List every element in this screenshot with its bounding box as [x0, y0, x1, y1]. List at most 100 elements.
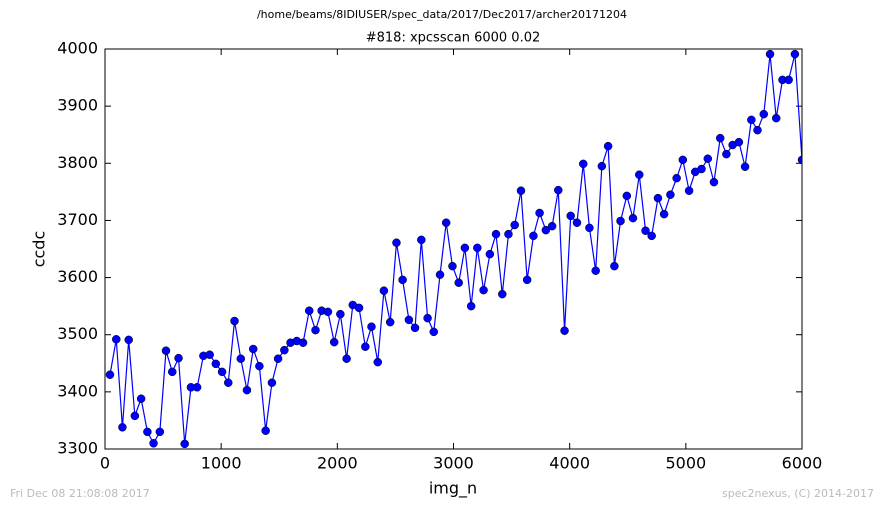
data-point: [398, 275, 407, 285]
data-point: [747, 115, 756, 125]
data-point: [273, 354, 283, 363]
data-point: [336, 309, 345, 319]
data-point: [149, 439, 158, 448]
data-point: [591, 266, 600, 275]
data-point: [672, 173, 681, 183]
data-point: [622, 191, 632, 201]
data-point: [771, 113, 781, 123]
x-tick-label: 5000: [665, 454, 706, 473]
data-point: [168, 367, 177, 377]
data-point: [641, 226, 650, 235]
data-point: [280, 345, 289, 355]
data-point: [136, 394, 146, 403]
data-point: [703, 154, 713, 163]
data-point: [417, 235, 426, 245]
chart-title: /home/beams/8IDIUSER/spec_data/2017/Dec2…: [257, 8, 627, 21]
data-point: [217, 367, 227, 377]
data-point: [361, 342, 370, 351]
data-point: [304, 306, 314, 315]
data-point: [734, 137, 744, 147]
data-point: [379, 286, 389, 295]
x-tick-label: 1000: [201, 454, 242, 473]
data-point: [211, 359, 221, 369]
x-tick-label: 6000: [782, 454, 823, 473]
data-point: [579, 159, 588, 169]
data-point: [236, 354, 246, 363]
data-point: [635, 170, 644, 179]
data-point: [572, 218, 582, 227]
data-point: [473, 243, 482, 253]
x-axis-label: img_n: [429, 479, 477, 499]
data-point: [329, 337, 339, 347]
data-point: [765, 49, 775, 59]
data-point: [354, 303, 364, 313]
data-point: [684, 186, 694, 195]
data-point: [647, 231, 656, 241]
data-point: [224, 378, 233, 387]
data-point: [759, 109, 769, 119]
data-point: [466, 301, 476, 311]
data-point: [547, 221, 557, 231]
data-point: [410, 323, 420, 333]
data-point: [560, 326, 569, 335]
data-point: [566, 211, 575, 221]
data-point: [255, 361, 264, 371]
data-point: [454, 278, 463, 287]
data-point: [323, 307, 333, 317]
data-point: [367, 322, 376, 331]
footer-right: spec2nexus, (C) 2014-2017: [722, 487, 874, 500]
data-point: [385, 317, 395, 327]
y-tick-label: 3700: [57, 210, 98, 229]
data-point: [628, 213, 638, 223]
data-point: [192, 383, 202, 392]
data-point: [616, 216, 625, 226]
data-point: [529, 231, 538, 241]
data-point: [485, 249, 495, 259]
y-tick-label: 3800: [57, 153, 98, 172]
data-point: [429, 327, 439, 337]
data-point: [118, 423, 127, 432]
data-point: [124, 335, 133, 345]
data-point: [659, 209, 669, 219]
data-point: [697, 164, 706, 174]
data-point: [112, 335, 121, 344]
y-tick-label: 3600: [57, 267, 98, 286]
data-point: [491, 229, 501, 239]
y-tick-label: 3300: [57, 439, 98, 458]
y-tick-label: 4000: [57, 39, 98, 58]
data-point: [460, 243, 470, 253]
data-point: [753, 125, 762, 135]
y-tick-label: 3900: [57, 96, 98, 115]
data-point: [516, 186, 526, 195]
data-point: [510, 220, 519, 230]
data-point: [715, 133, 725, 143]
data-point: [248, 344, 258, 354]
data-point: [784, 75, 793, 85]
x-tick-label: 4000: [549, 454, 590, 473]
data-point: [242, 385, 252, 395]
x-tick-label: 2000: [317, 454, 358, 473]
data-point: [130, 411, 140, 421]
data-point: [585, 223, 594, 233]
y-tick-label: 3500: [57, 324, 98, 343]
data-point: [155, 427, 165, 437]
data-point: [522, 275, 532, 285]
data-point: [666, 190, 675, 199]
data-point: [479, 285, 488, 295]
data-point: [423, 313, 432, 323]
data-point: [143, 427, 152, 437]
data-point: [298, 338, 308, 347]
data-point: [267, 378, 277, 387]
data-point: [722, 149, 731, 159]
data-point: [261, 426, 270, 435]
data-point: [498, 289, 507, 299]
data-point: [448, 261, 457, 271]
data-point: [392, 238, 401, 247]
data-point: [597, 161, 607, 171]
x-tick-label: 3000: [433, 454, 474, 473]
data-point: [180, 439, 189, 449]
data-line: [109, 54, 802, 445]
data-point: [554, 185, 563, 195]
